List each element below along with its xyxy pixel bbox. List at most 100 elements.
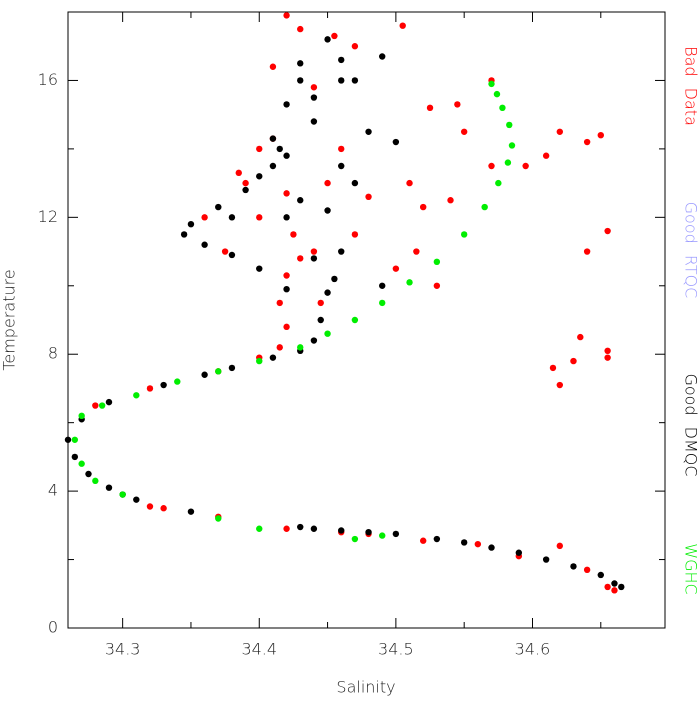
- point: [400, 22, 406, 28]
- point: [133, 392, 139, 398]
- point: [352, 180, 358, 186]
- y-tick-label: 0: [48, 618, 58, 637]
- point: [297, 77, 303, 83]
- point: [311, 84, 317, 90]
- point: [297, 255, 303, 261]
- point: [256, 214, 262, 220]
- point: [324, 180, 330, 186]
- point: [393, 531, 399, 537]
- point: [365, 194, 371, 200]
- point: [522, 163, 528, 169]
- point: [406, 279, 412, 285]
- point: [297, 26, 303, 32]
- point: [283, 190, 289, 196]
- point: [338, 163, 344, 169]
- point: [331, 33, 337, 39]
- point: [434, 283, 440, 289]
- point: [557, 543, 563, 549]
- point: [488, 544, 494, 550]
- legend-entry: Bad Data: [682, 46, 700, 126]
- point: [160, 505, 166, 511]
- point: [413, 248, 419, 254]
- point: [188, 508, 194, 514]
- point: [72, 437, 78, 443]
- point: [352, 317, 358, 323]
- point: [311, 94, 317, 100]
- y-tick-label: 12: [38, 207, 58, 226]
- point: [242, 180, 248, 186]
- point: [550, 365, 556, 371]
- point: [557, 382, 563, 388]
- point: [488, 81, 494, 87]
- point: [543, 556, 549, 562]
- point: [352, 43, 358, 49]
- point: [570, 563, 576, 569]
- point: [570, 358, 576, 364]
- y-axis-label: Temperature: [0, 269, 19, 370]
- x-tick-label: 34.3: [105, 640, 141, 659]
- x-tick-label: 34.4: [241, 640, 277, 659]
- point: [611, 580, 617, 586]
- point: [147, 503, 153, 509]
- point: [557, 129, 563, 135]
- point: [352, 231, 358, 237]
- point: [256, 358, 262, 364]
- point: [215, 515, 221, 521]
- point: [147, 385, 153, 391]
- point: [447, 197, 453, 203]
- point: [324, 36, 330, 42]
- point: [201, 242, 207, 248]
- point: [618, 584, 624, 590]
- point: [242, 187, 248, 193]
- point: [611, 587, 617, 593]
- point: [598, 572, 604, 578]
- point: [584, 248, 590, 254]
- point: [365, 529, 371, 535]
- point: [283, 286, 289, 292]
- point: [277, 300, 283, 306]
- point: [119, 491, 125, 497]
- point: [106, 399, 112, 405]
- point: [297, 344, 303, 350]
- point: [352, 536, 358, 542]
- point: [78, 413, 84, 419]
- point: [283, 272, 289, 278]
- point: [488, 163, 494, 169]
- point: [311, 118, 317, 124]
- point: [604, 348, 610, 354]
- point: [318, 317, 324, 323]
- point: [461, 129, 467, 135]
- point: [188, 221, 194, 227]
- point: [256, 173, 262, 179]
- point: [454, 101, 460, 107]
- x-tick-label: 34.5: [378, 640, 414, 659]
- point: [393, 139, 399, 145]
- point: [201, 372, 207, 378]
- point: [222, 248, 228, 254]
- point: [379, 300, 385, 306]
- point: [283, 153, 289, 159]
- point: [338, 527, 344, 533]
- point: [311, 526, 317, 532]
- point: [505, 159, 511, 165]
- point: [283, 101, 289, 107]
- point: [270, 64, 276, 70]
- point: [509, 142, 515, 148]
- point: [598, 132, 604, 138]
- point: [256, 265, 262, 271]
- point: [256, 146, 262, 152]
- point: [290, 231, 296, 237]
- point: [324, 289, 330, 295]
- point: [338, 248, 344, 254]
- point: [229, 214, 235, 220]
- point: [481, 204, 487, 210]
- point: [406, 180, 412, 186]
- point: [379, 283, 385, 289]
- point: [461, 539, 467, 545]
- legend-entry: WGHC: [682, 543, 700, 594]
- point: [297, 524, 303, 530]
- point: [577, 334, 583, 340]
- point: [283, 12, 289, 18]
- point: [475, 541, 481, 547]
